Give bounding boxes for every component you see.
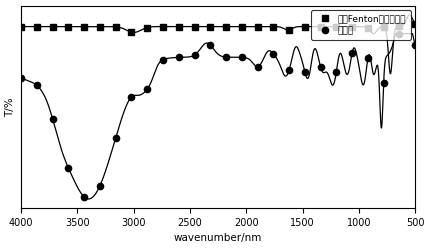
Line: 均相Fenton处理后水样: 均相Fenton处理后水样 bbox=[18, 21, 418, 35]
二沉水 bbox=[334, 70, 339, 73]
二沉水 bbox=[350, 51, 355, 54]
均相Fenton处理后水样 bbox=[82, 25, 87, 28]
均相Fenton处理后水样 bbox=[381, 25, 386, 28]
二沉水 bbox=[18, 76, 24, 79]
二沉水 bbox=[160, 58, 166, 61]
均相Fenton处理后水样 bbox=[160, 25, 166, 28]
均相Fenton处理后水样 bbox=[239, 25, 244, 28]
均相Fenton处理后水样 bbox=[271, 25, 276, 28]
均相Fenton处理后水样 bbox=[255, 25, 260, 28]
均相Fenton处理后水样 bbox=[350, 25, 355, 28]
均相Fenton处理后水样 bbox=[34, 25, 40, 28]
二沉水 bbox=[286, 68, 292, 71]
均相Fenton处理后水样 bbox=[366, 27, 371, 30]
二沉水 bbox=[255, 65, 260, 68]
均相Fenton处理后水样 bbox=[50, 25, 55, 28]
二沉水 bbox=[208, 43, 213, 46]
均相Fenton处理后水样 bbox=[397, 25, 402, 28]
二沉水 bbox=[224, 56, 229, 59]
均相Fenton处理后水样 bbox=[302, 25, 307, 28]
均相Fenton处理后水样 bbox=[97, 25, 102, 28]
二沉水 bbox=[50, 118, 55, 121]
二沉水 bbox=[34, 84, 40, 87]
二沉水 bbox=[192, 54, 197, 57]
二沉水 bbox=[176, 56, 181, 59]
二沉水 bbox=[366, 57, 371, 60]
X-axis label: wavenumber/nm: wavenumber/nm bbox=[174, 234, 262, 244]
均相Fenton处理后水样 bbox=[192, 25, 197, 28]
二沉水 bbox=[113, 136, 118, 139]
二沉水 bbox=[302, 70, 307, 73]
二沉水 bbox=[318, 65, 323, 68]
均相Fenton处理后水样 bbox=[144, 26, 150, 29]
均相Fenton处理后水样 bbox=[224, 25, 229, 28]
均相Fenton处理后水样 bbox=[286, 28, 292, 31]
均相Fenton处理后水样 bbox=[318, 25, 323, 28]
Line: 二沉水: 二沉水 bbox=[18, 31, 418, 200]
二沉水 bbox=[129, 96, 134, 99]
均相Fenton处理后水样 bbox=[66, 25, 71, 28]
均相Fenton处理后水样 bbox=[129, 31, 134, 34]
均相Fenton处理后水样 bbox=[113, 25, 118, 28]
均相Fenton处理后水样 bbox=[413, 23, 418, 26]
二沉水 bbox=[271, 53, 276, 56]
二沉水 bbox=[82, 195, 87, 198]
均相Fenton处理后水样 bbox=[176, 25, 181, 28]
二沉水 bbox=[397, 32, 402, 35]
二沉水 bbox=[413, 43, 418, 46]
二沉水 bbox=[66, 167, 71, 170]
均相Fenton处理后水样 bbox=[334, 25, 339, 28]
二沉水 bbox=[381, 81, 386, 84]
Legend: 均相Fenton处理后水样, 二沉水: 均相Fenton处理后水样, 二沉水 bbox=[311, 10, 411, 40]
均相Fenton处理后水样 bbox=[18, 25, 24, 28]
均相Fenton处理后水样 bbox=[208, 25, 213, 28]
Y-axis label: T/%: T/% bbox=[6, 97, 15, 117]
二沉水 bbox=[144, 88, 150, 91]
二沉水 bbox=[239, 56, 244, 59]
二沉水 bbox=[97, 184, 102, 187]
